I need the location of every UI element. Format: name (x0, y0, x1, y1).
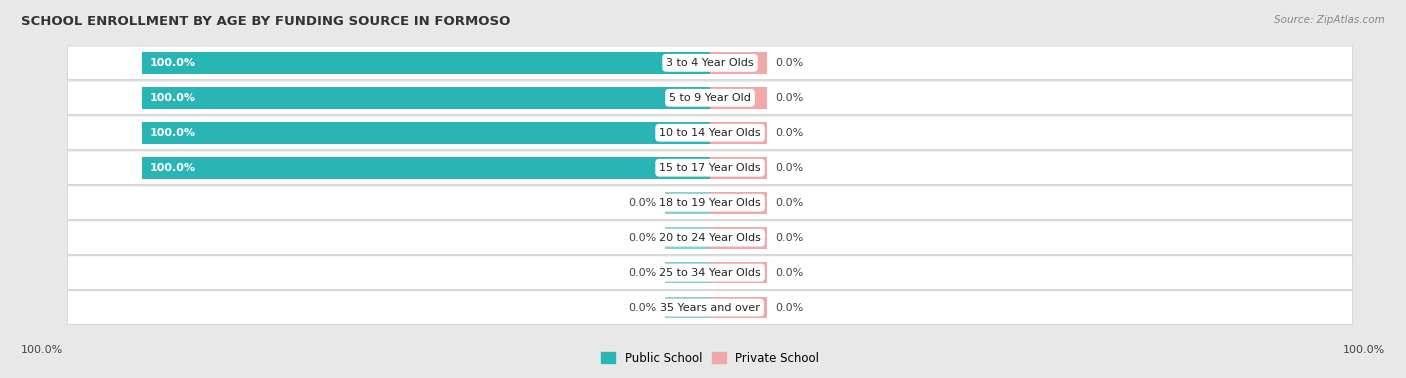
Text: 0.0%: 0.0% (627, 198, 657, 208)
Bar (665, 262, 710, 284)
Text: 3 to 4 Year Olds: 3 to 4 Year Olds (666, 58, 754, 68)
FancyBboxPatch shape (67, 81, 1353, 115)
Bar (710, 227, 766, 248)
Text: 0.0%: 0.0% (776, 93, 804, 103)
FancyBboxPatch shape (67, 256, 1353, 290)
Text: 0.0%: 0.0% (776, 58, 804, 68)
Bar (710, 262, 766, 284)
Text: 100.0%: 100.0% (21, 345, 63, 355)
Text: 100.0%: 100.0% (150, 163, 195, 173)
Bar (710, 157, 766, 178)
Text: 18 to 19 Year Olds: 18 to 19 Year Olds (659, 198, 761, 208)
Text: 0.0%: 0.0% (776, 163, 804, 173)
Text: 0.0%: 0.0% (627, 233, 657, 243)
Text: 15 to 17 Year Olds: 15 to 17 Year Olds (659, 163, 761, 173)
Bar (665, 227, 710, 248)
Text: 0.0%: 0.0% (627, 268, 657, 277)
Text: 0.0%: 0.0% (776, 198, 804, 208)
Text: 0.0%: 0.0% (776, 303, 804, 313)
Text: 25 to 34 Year Olds: 25 to 34 Year Olds (659, 268, 761, 277)
Legend: Public School, Private School: Public School, Private School (596, 347, 824, 370)
Text: 100.0%: 100.0% (150, 93, 195, 103)
Text: 100.0%: 100.0% (150, 58, 195, 68)
Text: 5 to 9 Year Old: 5 to 9 Year Old (669, 93, 751, 103)
Text: 35 Years and over: 35 Years and over (659, 303, 761, 313)
Text: 0.0%: 0.0% (776, 233, 804, 243)
FancyBboxPatch shape (67, 186, 1353, 220)
Bar (142, 122, 710, 144)
FancyBboxPatch shape (67, 116, 1353, 150)
Bar (710, 297, 766, 318)
Text: 20 to 24 Year Olds: 20 to 24 Year Olds (659, 233, 761, 243)
FancyBboxPatch shape (67, 221, 1353, 254)
Text: 0.0%: 0.0% (776, 268, 804, 277)
Bar (142, 157, 710, 178)
Bar (142, 87, 710, 108)
Bar (710, 87, 766, 108)
Bar (665, 192, 710, 214)
Text: SCHOOL ENROLLMENT BY AGE BY FUNDING SOURCE IN FORMOSO: SCHOOL ENROLLMENT BY AGE BY FUNDING SOUR… (21, 15, 510, 28)
Bar (710, 122, 766, 144)
Bar (665, 297, 710, 318)
Text: 100.0%: 100.0% (1343, 345, 1385, 355)
Text: 10 to 14 Year Olds: 10 to 14 Year Olds (659, 128, 761, 138)
Bar (710, 52, 766, 74)
Text: 100.0%: 100.0% (150, 128, 195, 138)
Bar (142, 52, 710, 74)
FancyBboxPatch shape (67, 46, 1353, 80)
Text: 0.0%: 0.0% (627, 303, 657, 313)
Text: Source: ZipAtlas.com: Source: ZipAtlas.com (1274, 15, 1385, 25)
Bar (710, 192, 766, 214)
FancyBboxPatch shape (67, 151, 1353, 184)
FancyBboxPatch shape (67, 291, 1353, 324)
Text: 0.0%: 0.0% (776, 128, 804, 138)
